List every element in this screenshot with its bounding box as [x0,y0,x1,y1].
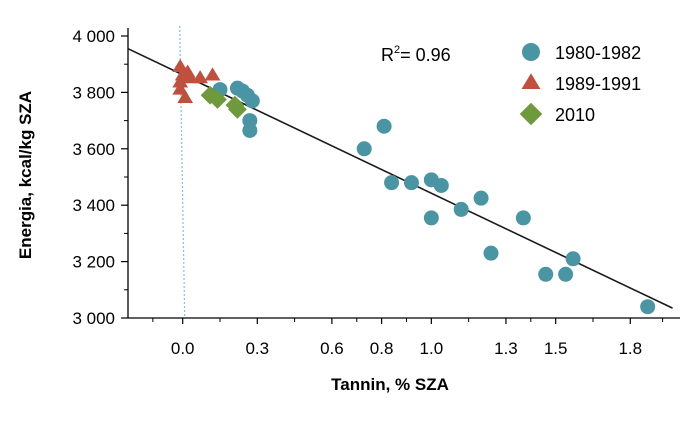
point-1980-1982-8 [376,118,392,134]
legend-marker-1989-1991 [521,73,541,89]
point-1980-1982-17 [515,210,531,226]
r2-annotation: R2= 0.96 [381,44,451,65]
point-1980-1982-20 [565,251,581,267]
legend-marker-1980-1982 [522,43,540,61]
legend: 1980-1982 1989-1991 2010 [519,43,641,126]
point-2010-1 [208,90,227,109]
legend-label-1989-1991: 1989-1991 [555,74,641,94]
x-tick-label-6: 1.5 [544,339,568,358]
point-1989-1991-7 [192,70,208,84]
point-1989-1991-5 [172,81,189,95]
point-1980-1982-14 [453,201,469,217]
point-1980-1982-10 [403,175,419,191]
point-1980-1982-6 [242,122,258,138]
point-1989-1991-0 [172,58,189,73]
y-tick-label-1: 3 200 [72,253,115,272]
series-2010 [200,85,247,119]
legend-marker-2010 [519,102,543,126]
point-1980-1982-9 [384,175,400,191]
y-axis-title: Energia, kcal/kg SZA [16,91,35,259]
legend-label-1980-1982: 1980-1982 [555,43,641,63]
x-tick-label-7: 1.8 [618,339,642,358]
point-1980-1982-15 [473,190,489,206]
point-1989-1991-4 [182,70,199,84]
legend-label-2010: 2010 [555,105,595,125]
point-1980-1982-13 [423,210,439,226]
r2-value: = 0.96 [400,45,451,65]
r2-prefix: R [381,45,394,65]
x-axis-title: Tannin, % SZA [331,375,449,394]
axes-layer: 3 000 3 200 3 400 3 600 3 800 4 000 0.0 0.3 0.6 0… [72,27,680,358]
x-tick-label-2: 0.6 [320,339,344,358]
y-tick-label-0: 3 000 [72,309,115,328]
y-tick-label-4: 3 800 [72,83,115,102]
y-tick-label-2: 3 400 [72,196,115,215]
points-layer [172,58,656,315]
point-1989-1991-2 [172,74,189,88]
point-1980-1982-16 [483,245,499,261]
point-1980-1982-18 [538,266,554,282]
x-tick-label-3: 0.8 [370,339,394,358]
point-2010-3 [228,99,247,119]
series-1989-1991 [172,58,221,104]
point-1989-1991-6 [177,89,194,104]
point-1989-1991-8 [204,67,221,81]
r2-superscript: 2 [394,44,400,56]
x-tick-label-5: 1.3 [494,339,518,358]
y-tick-label-5: 4 000 [72,27,115,46]
point-1980-1982-12 [433,177,449,193]
series-1980-1982 [212,80,656,315]
y-tick-label-3: 3 600 [72,140,115,159]
point-1980-1982-4 [244,93,260,109]
point-1980-1982-7 [356,141,372,157]
point-1980-1982-21 [640,299,656,315]
x-tick-label-4: 1.0 [420,339,444,358]
point-1980-1982-19 [558,266,574,282]
x-tick-label-0: 0.0 [171,339,195,358]
x-tick-label-1: 0.3 [245,339,269,358]
